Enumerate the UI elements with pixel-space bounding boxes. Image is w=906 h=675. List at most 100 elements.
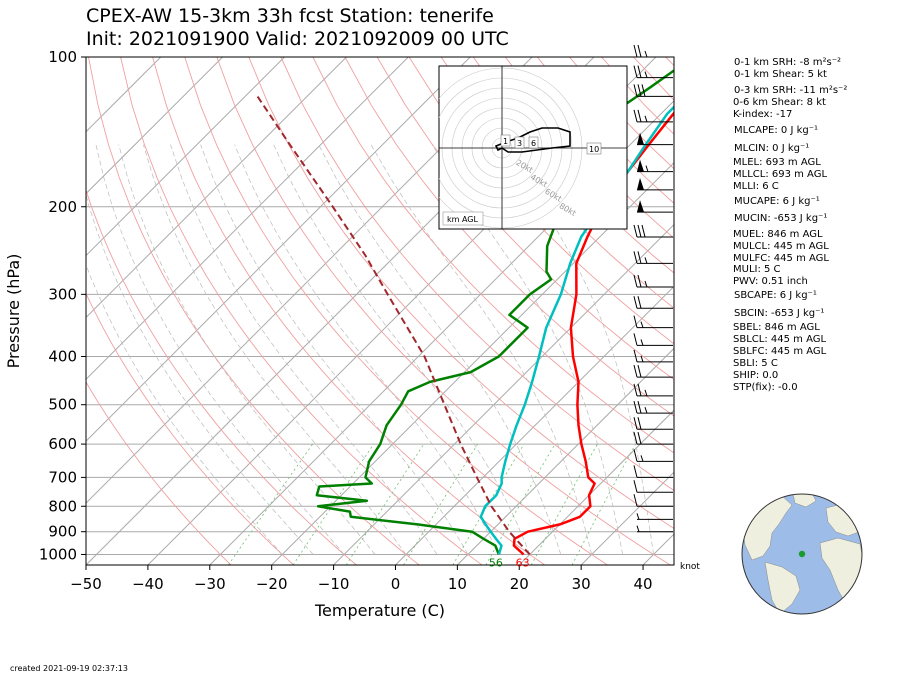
mixing-ratio-line bbox=[345, 443, 425, 565]
index-line: SBLCL: 445 m AGL bbox=[733, 334, 827, 345]
wind-barb bbox=[633, 65, 673, 79]
wind-barb bbox=[633, 315, 673, 329]
moist-adiabat bbox=[118, 144, 376, 555]
wind-barb-feather bbox=[637, 44, 642, 58]
parcel-line bbox=[256, 95, 531, 556]
moist-adiabat bbox=[431, 144, 623, 555]
wind-barb-feather bbox=[641, 84, 646, 97]
y-axis-label: Pressure (hPa) bbox=[4, 254, 23, 369]
index-line: SBCIN: -653 J kg⁻¹ bbox=[734, 308, 825, 319]
hodograph-unit-label: km AGL bbox=[447, 215, 479, 224]
hodograph-height-box bbox=[586, 142, 602, 155]
y-tick-label: 400 bbox=[48, 348, 77, 366]
dry-adiabat bbox=[86, 292, 295, 565]
wind-barb bbox=[633, 251, 673, 264]
wind-barb-feather bbox=[637, 224, 642, 238]
wind-barb-feather bbox=[633, 431, 638, 445]
wind-barbs bbox=[633, 44, 673, 533]
wind-barb bbox=[633, 480, 673, 493]
isotherm bbox=[86, 57, 223, 195]
isotherm bbox=[271, 161, 674, 565]
y-tick-label: 700 bbox=[48, 468, 77, 486]
dry-adiabat bbox=[248, 57, 674, 530]
locator-globe bbox=[741, 493, 863, 615]
wind-barb-feather bbox=[633, 494, 638, 507]
x-tick-label: −50 bbox=[70, 575, 102, 593]
dry-adiabat bbox=[184, 57, 608, 565]
index-line: STP(fix): -0.0 bbox=[733, 382, 798, 393]
index-line: SHIP: 0.0 bbox=[733, 370, 779, 381]
x-tick-label: −20 bbox=[256, 575, 288, 593]
index-line: MUCIN: -653 J kg⁻¹ bbox=[734, 213, 828, 224]
wind-barb bbox=[636, 513, 673, 520]
wind-barb bbox=[633, 349, 673, 363]
y-tick-label: 900 bbox=[48, 523, 77, 541]
dry-adiabat bbox=[216, 57, 671, 565]
y-tick-label: 500 bbox=[48, 396, 77, 414]
x-tick-label: 20 bbox=[510, 575, 529, 593]
wind-barb-feather bbox=[633, 315, 638, 328]
wind-barb-half-feather bbox=[644, 389, 648, 397]
axes: −50 −40 −30 −20 −10 0 10 20 30 40 100 200 300 400 500 6… bbox=[4, 48, 653, 620]
wind-barb-feather bbox=[641, 224, 646, 238]
wind-barb-feather bbox=[633, 224, 638, 238]
wetbulb-line bbox=[479, 105, 674, 555]
wind-barb-pennant bbox=[637, 159, 644, 172]
index-line: SBCAPE: 6 J kg⁻¹ bbox=[734, 290, 817, 301]
hodograph-height-label: 6 bbox=[531, 139, 536, 148]
wind-barb-feather bbox=[637, 65, 642, 78]
x-tick-label: 40 bbox=[634, 575, 653, 593]
dry-adiabat bbox=[120, 57, 483, 565]
moist-adiabat bbox=[86, 193, 314, 555]
globe-land-greenland bbox=[792, 494, 817, 508]
dry-adiabat bbox=[86, 381, 232, 565]
wind-barb-half-feather bbox=[636, 525, 640, 532]
wind-barb-feather bbox=[633, 296, 638, 309]
hodograph-height-label: 3 bbox=[517, 139, 522, 148]
wind-barb bbox=[633, 84, 673, 97]
temperature-line bbox=[512, 111, 674, 556]
wind-barb bbox=[636, 525, 673, 533]
isotherm bbox=[209, 100, 674, 565]
x-tick-label: 30 bbox=[572, 575, 591, 593]
wind-barb bbox=[633, 333, 673, 346]
wind-barb-feather bbox=[637, 364, 642, 378]
wind-barb bbox=[633, 224, 673, 238]
wind-barb-feather bbox=[637, 109, 642, 122]
wind-barb-half-feather bbox=[640, 355, 644, 362]
wind-barb-feather bbox=[633, 44, 638, 58]
wind-barb bbox=[637, 177, 673, 191]
isotherm bbox=[580, 471, 674, 565]
globe-land-south-america bbox=[764, 561, 801, 614]
index-line: K-index: -17 bbox=[733, 109, 793, 120]
y-tick-label: 300 bbox=[48, 285, 77, 303]
moist-adiabat bbox=[86, 263, 283, 555]
index-line: PWV: 0.51 inch bbox=[733, 276, 808, 287]
hodograph-height-label: 1 bbox=[503, 137, 508, 146]
x-axis-label: Temperature (C) bbox=[314, 601, 445, 620]
isotherm bbox=[395, 285, 674, 565]
wind-barb-feather bbox=[633, 401, 638, 414]
wind-barb bbox=[633, 296, 673, 309]
created-timestamp: created 2021-09-19 02:37:13 bbox=[10, 664, 128, 673]
hodograph-unit-box bbox=[442, 211, 484, 226]
index-line: 0-6 km Shear: 8 kt bbox=[733, 97, 826, 108]
wind-barb-feather bbox=[633, 251, 638, 264]
surface-dewpoint-label: 56 bbox=[489, 556, 503, 569]
wind-barb-half-feather bbox=[644, 71, 648, 78]
dry-adiabat bbox=[312, 57, 674, 454]
wind-barb bbox=[637, 200, 673, 213]
moist-adiabat bbox=[143, 144, 407, 555]
isotherm bbox=[86, 57, 285, 257]
index-line: SBLFC: 445 m AGL bbox=[733, 346, 827, 357]
index-line: MULCL: 445 m AGL bbox=[733, 241, 829, 252]
x-tick-label: −10 bbox=[318, 575, 350, 593]
wind-barb-pennant bbox=[637, 200, 644, 213]
dry-adiabat bbox=[88, 57, 420, 565]
wind-barb bbox=[633, 109, 673, 123]
wind-barb bbox=[637, 159, 673, 173]
wind-barb-feather bbox=[637, 296, 642, 309]
index-line: MLLI: 6 C bbox=[733, 181, 779, 192]
x-tick-label: 0 bbox=[391, 575, 401, 593]
isotherm bbox=[86, 57, 471, 442]
